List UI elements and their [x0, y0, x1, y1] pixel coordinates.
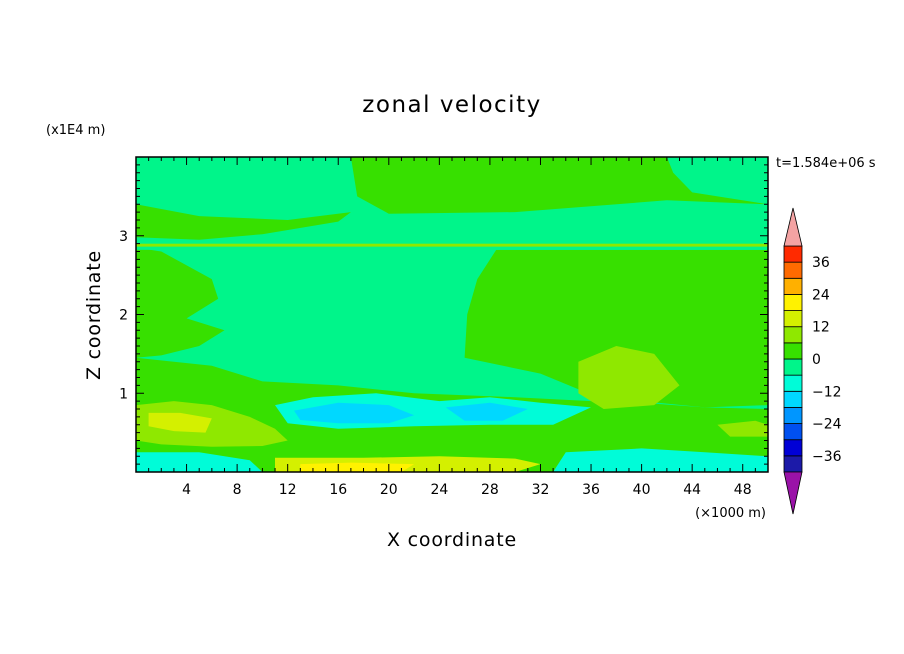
- x-tick-label: 44: [683, 482, 701, 498]
- field-region-bottom-warm-strip-core: [300, 462, 415, 472]
- x-tick-label: 28: [481, 482, 499, 498]
- time-label: t=1.584e+06 s: [776, 156, 876, 171]
- y-axis: 1 2 3: [119, 164, 768, 465]
- x-tick-label: 4: [182, 482, 191, 498]
- x-tick-label: 24: [430, 482, 448, 498]
- field-region-left-lobe: [136, 247, 225, 358]
- x-tick-label: 48: [734, 482, 752, 498]
- field-streak-upper-thin-streak-2: [136, 246, 768, 250]
- colorbar-over-arrow: [783, 207, 803, 247]
- colorbar-tick-label: 0: [812, 352, 821, 368]
- x-tick-label: 16: [329, 482, 347, 498]
- y-unit-label: (x1E4 m): [46, 123, 105, 138]
- colorbar: 36 24 12 0 −12 −24 −36: [783, 207, 842, 515]
- colorbar-bin: [783, 261, 803, 279]
- colorbar-bin: [783, 390, 803, 408]
- field-region-lower-left-strong: [148, 412, 212, 433]
- field-layers: [136, 157, 768, 472]
- field-region-lower-cyan-core: [294, 402, 415, 424]
- colorbar-tick-label: 24: [812, 287, 830, 303]
- field-region-bottom-cyan-left: [136, 452, 263, 472]
- field-region-lower-left-pos: [136, 401, 288, 447]
- colorbar-tick-label: −24: [812, 417, 842, 433]
- x-tick-label: 36: [582, 482, 600, 498]
- y-axis-label: Z coordinate: [83, 250, 105, 380]
- x-unit-label: (×1000 m): [695, 506, 766, 521]
- y-tick-label: 1: [119, 386, 128, 402]
- field-region-mid-right-block: [464, 249, 768, 408]
- colorbar-tick-label: −12: [812, 384, 842, 400]
- colorbar-tick-label: 12: [812, 320, 830, 336]
- colorbar-bin: [783, 310, 803, 328]
- field-region-upper-left-band: [136, 204, 351, 240]
- colorbar-under-arrow: [783, 471, 803, 515]
- field-region-upper-right-band: [350, 157, 768, 214]
- y-tick-label: 2: [119, 308, 128, 324]
- colorbar-bin: [783, 423, 803, 441]
- x-tick-label: 12: [279, 482, 297, 498]
- field-region-upper-right-calm: [666, 157, 768, 205]
- plot-area: [135, 156, 769, 473]
- colorbar-bin: [783, 294, 803, 311]
- field-region-lower-right-pos: [717, 420, 768, 437]
- colorbar-bin: [783, 326, 803, 344]
- colorbar-bin: [783, 374, 803, 392]
- colorbar-bin: [783, 455, 803, 473]
- field-streak-upper-thin-streak-1: [136, 243, 768, 247]
- colorbar-tick-label: −36: [812, 449, 842, 465]
- x-tick-label: 32: [532, 482, 550, 498]
- x-tick-label: 20: [380, 482, 398, 498]
- x-axis: 4 8 12 16 20 24 28 32 36 40 44 48: [148, 157, 756, 498]
- field-region-mid-right-lobe: [578, 346, 680, 409]
- y-tick-label: 3: [119, 229, 128, 245]
- x-tick-label: 40: [633, 482, 651, 498]
- colorbar-bin: [783, 277, 803, 295]
- colorbar-bin: [783, 245, 803, 263]
- x-axis-label: X coordinate: [387, 529, 517, 551]
- field-region-lower-cyan-core-2: [445, 402, 528, 421]
- colorbar-bin: [783, 439, 803, 457]
- chart-title: zonal velocity: [362, 92, 541, 118]
- colorbar-bin: [783, 407, 803, 424]
- colorbar-tick-label: 36: [812, 255, 830, 271]
- colorbar-bin: [783, 358, 803, 376]
- x-tick-label: 8: [233, 482, 242, 498]
- field-region-bottom-cyan-right: [553, 448, 768, 472]
- colorbar-bin: [783, 342, 803, 360]
